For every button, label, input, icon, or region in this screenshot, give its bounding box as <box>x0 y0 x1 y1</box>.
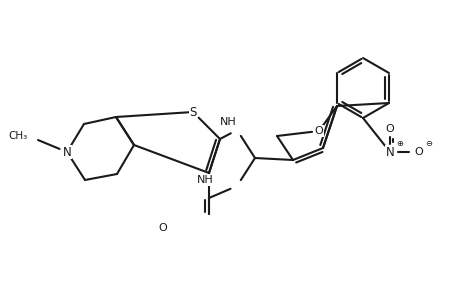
Text: NH: NH <box>219 117 236 127</box>
Text: NH: NH <box>196 175 213 185</box>
Text: O: O <box>158 223 167 233</box>
Text: O: O <box>414 147 422 157</box>
Text: O: O <box>314 126 323 136</box>
Text: CH₃: CH₃ <box>9 131 28 141</box>
Text: S: S <box>189 106 196 118</box>
Text: N: N <box>62 146 71 158</box>
Text: N: N <box>385 146 393 158</box>
Text: ⊖: ⊖ <box>425 139 431 148</box>
Text: O: O <box>385 124 393 134</box>
Text: ⊕: ⊕ <box>396 139 403 148</box>
